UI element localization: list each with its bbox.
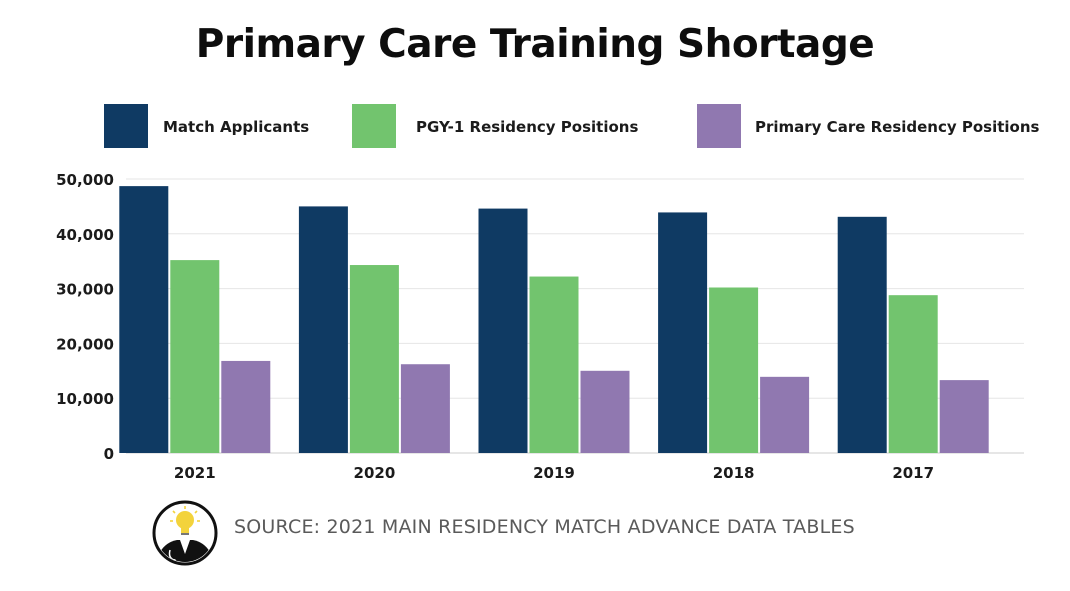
bar-primary-care-positions-2017 — [939, 380, 989, 453]
y-tick-label: 10,000 — [56, 390, 114, 408]
bar-pgy1-positions-2017 — [888, 295, 938, 453]
legend-label-match-applicants: Match Applicants — [163, 118, 310, 136]
bar-primary-care-positions-2018 — [760, 376, 810, 453]
bar-pgy1-positions-2020 — [349, 265, 399, 453]
bar-pgy1-positions-2021 — [170, 260, 220, 453]
source-caption: SOURCE: 2021 MAIN RESIDENCY MATCH ADVANC… — [234, 516, 855, 538]
x-tick-label: 2020 — [354, 464, 396, 482]
bar-match-applicants-2019 — [478, 208, 528, 453]
bar-primary-care-positions-2019 — [580, 370, 630, 453]
bar-pgy1-positions-2019 — [529, 276, 579, 453]
x-tick-label: 2017 — [892, 464, 934, 482]
y-tick-label: 20,000 — [56, 335, 114, 353]
chart-title: Primary Care Training Shortage — [195, 22, 875, 67]
legend-swatch-primary-care-positions — [697, 104, 741, 148]
bar-match-applicants-2020 — [298, 206, 348, 453]
legend-swatch-pgy1-positions — [352, 104, 396, 148]
doctor-lightbulb-logo-icon — [152, 500, 218, 566]
bar-primary-care-positions-2021 — [221, 360, 271, 453]
bar-match-applicants-2018 — [658, 212, 708, 453]
bar-pgy1-positions-2018 — [709, 287, 759, 453]
y-tick-label: 30,000 — [56, 281, 114, 299]
bar-match-applicants-2017 — [837, 216, 887, 453]
y-tick-label: 40,000 — [56, 226, 114, 244]
x-tick-label: 2018 — [713, 464, 755, 482]
legend-label-pgy1-positions: PGY-1 Residency Positions — [416, 118, 639, 136]
y-tick-label: 0 — [104, 445, 114, 463]
x-tick-label: 2019 — [533, 464, 575, 482]
bar-match-applicants-2021 — [119, 186, 169, 453]
bar-primary-care-positions-2020 — [400, 364, 450, 453]
x-tick-label: 2021 — [174, 464, 216, 482]
y-tick-label: 50,000 — [56, 171, 114, 189]
legend-label-primary-care-positions: Primary Care Residency Positions — [755, 118, 1040, 136]
legend-swatch-match-applicants — [104, 104, 148, 148]
